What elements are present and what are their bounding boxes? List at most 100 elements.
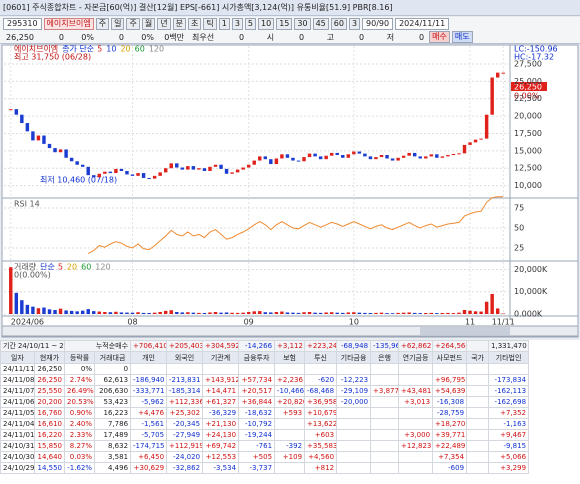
- table-cell: [466, 429, 490, 441]
- candle: [31, 131, 35, 141]
- candle: [152, 175, 157, 179]
- volume-bar: [412, 312, 417, 314]
- date-box[interactable]: 2024/11/11: [395, 18, 450, 30]
- period-button[interactable]: 년: [157, 18, 171, 30]
- y-tick-label: 22,500: [514, 94, 542, 103]
- interval-button[interactable]: 45: [312, 18, 329, 30]
- table-cell: [370, 407, 400, 419]
- table-cell: 16,760: [33, 407, 66, 419]
- candle: [80, 164, 85, 167]
- candle: [440, 156, 445, 158]
- volume-bar: [385, 313, 389, 314]
- period-button[interactable]: 분: [172, 18, 186, 30]
- table-cell: -5,962: [130, 396, 168, 408]
- table-cell: +112,919: [166, 440, 204, 452]
- candle: [285, 154, 290, 158]
- period-button[interactable]: 주: [95, 18, 110, 30]
- candle: [412, 152, 417, 157]
- summary-value: [466, 340, 490, 352]
- candle: [119, 168, 124, 171]
- candle: [219, 164, 223, 169]
- table-cell: -10,792: [238, 418, 276, 430]
- buy-button[interactable]: 매수: [429, 31, 450, 43]
- data-row: 24/10/29 14,550 -1.62% 4,496 +30,629 -32,862-…: [0, 462, 530, 474]
- table-cell: +5,066: [488, 451, 530, 463]
- table-cell: 3,581: [94, 451, 132, 463]
- table-cell: -12,223: [336, 374, 372, 386]
- table-cell: -24,020: [166, 451, 204, 463]
- volume-bar: [9, 267, 13, 314]
- table-cell: +9,467: [488, 429, 530, 441]
- period-button[interactable]: 주: [126, 18, 140, 30]
- scrollbar[interactable]: [1, 325, 579, 337]
- volume-bar: [479, 311, 483, 314]
- table-cell: 20,200: [33, 396, 66, 408]
- period-button[interactable]: 초: [187, 18, 202, 30]
- interval-button[interactable]: 15: [276, 18, 293, 30]
- volume-bar: [435, 313, 439, 314]
- candle: [418, 156, 422, 159]
- table-cell: [336, 407, 372, 419]
- count-box[interactable]: 90/90: [362, 18, 394, 30]
- table-cell: +7,354: [432, 451, 468, 463]
- candle: [69, 157, 74, 162]
- interval-button[interactable]: 3: [348, 18, 361, 30]
- high-annotation: 최고 31,750 (06/28): [14, 52, 91, 62]
- candle: [374, 157, 378, 160]
- table-cell: [370, 363, 400, 375]
- code-input[interactable]: 295310: [3, 18, 42, 30]
- period-button[interactable]: 일: [111, 18, 125, 30]
- interval-button[interactable]: 5: [244, 18, 256, 30]
- scroll-thumb[interactable]: [420, 327, 510, 335]
- candle: [307, 153, 312, 158]
- volume-bar: [285, 312, 290, 314]
- table-cell: 2.74%: [64, 374, 96, 386]
- table-cell: -20,345: [166, 418, 204, 430]
- table-cell: [202, 363, 240, 375]
- table-cell: 14,640: [33, 451, 66, 463]
- y-tick-label: 0.000K: [514, 310, 543, 319]
- y-tick-label: 25,000: [514, 77, 542, 86]
- column-header: 기관계: [202, 351, 240, 364]
- volume-bar: [352, 312, 356, 314]
- interval-button[interactable]: 3: [231, 18, 243, 30]
- table-cell: +36,958: [304, 396, 338, 408]
- quote-item: 0백만: [164, 32, 184, 42]
- table-cell: +39,771: [432, 429, 468, 441]
- volume-bar: [446, 312, 450, 314]
- interval-button[interactable]: 1: [218, 18, 230, 30]
- column-header: 보험: [274, 351, 306, 364]
- table-cell: +593: [274, 407, 306, 419]
- interval-button[interactable]: 30: [294, 18, 311, 30]
- stock-name[interactable]: 에이치브이엠: [43, 18, 94, 30]
- volume-bar: [92, 311, 96, 314]
- table-cell: 4,496: [94, 462, 132, 474]
- candle: [114, 168, 118, 174]
- table-cell: -185,314: [166, 385, 204, 397]
- table-cell: +112,336: [166, 396, 204, 408]
- volume-bar: [141, 312, 146, 314]
- table-cell: +4,476: [130, 407, 168, 419]
- legend-label: 종가 단순: [62, 44, 94, 54]
- table-cell: +30,629: [130, 462, 168, 474]
- candle: [53, 148, 57, 153]
- table-cell: [238, 363, 276, 375]
- candle: [108, 171, 113, 174]
- interval-button[interactable]: 60: [330, 18, 347, 30]
- table-cell: -36,329: [202, 407, 240, 419]
- candle: [25, 123, 30, 132]
- sell-button[interactable]: 매도: [451, 31, 473, 43]
- volume-bar: [42, 307, 46, 314]
- volume-bar: [75, 311, 79, 314]
- legend-period: 60: [81, 263, 91, 272]
- table-cell: +812: [304, 462, 338, 474]
- period-button[interactable]: 틱: [203, 18, 217, 30]
- candle: [175, 163, 179, 168]
- interval-button[interactable]: 10: [258, 18, 275, 30]
- table-cell: 16,610: [33, 418, 66, 430]
- table-cell: [466, 440, 490, 452]
- period-button[interactable]: 월: [141, 18, 156, 30]
- candle: [324, 155, 328, 160]
- summary-value: +264,560: [432, 340, 468, 352]
- volume-bar: [208, 312, 212, 314]
